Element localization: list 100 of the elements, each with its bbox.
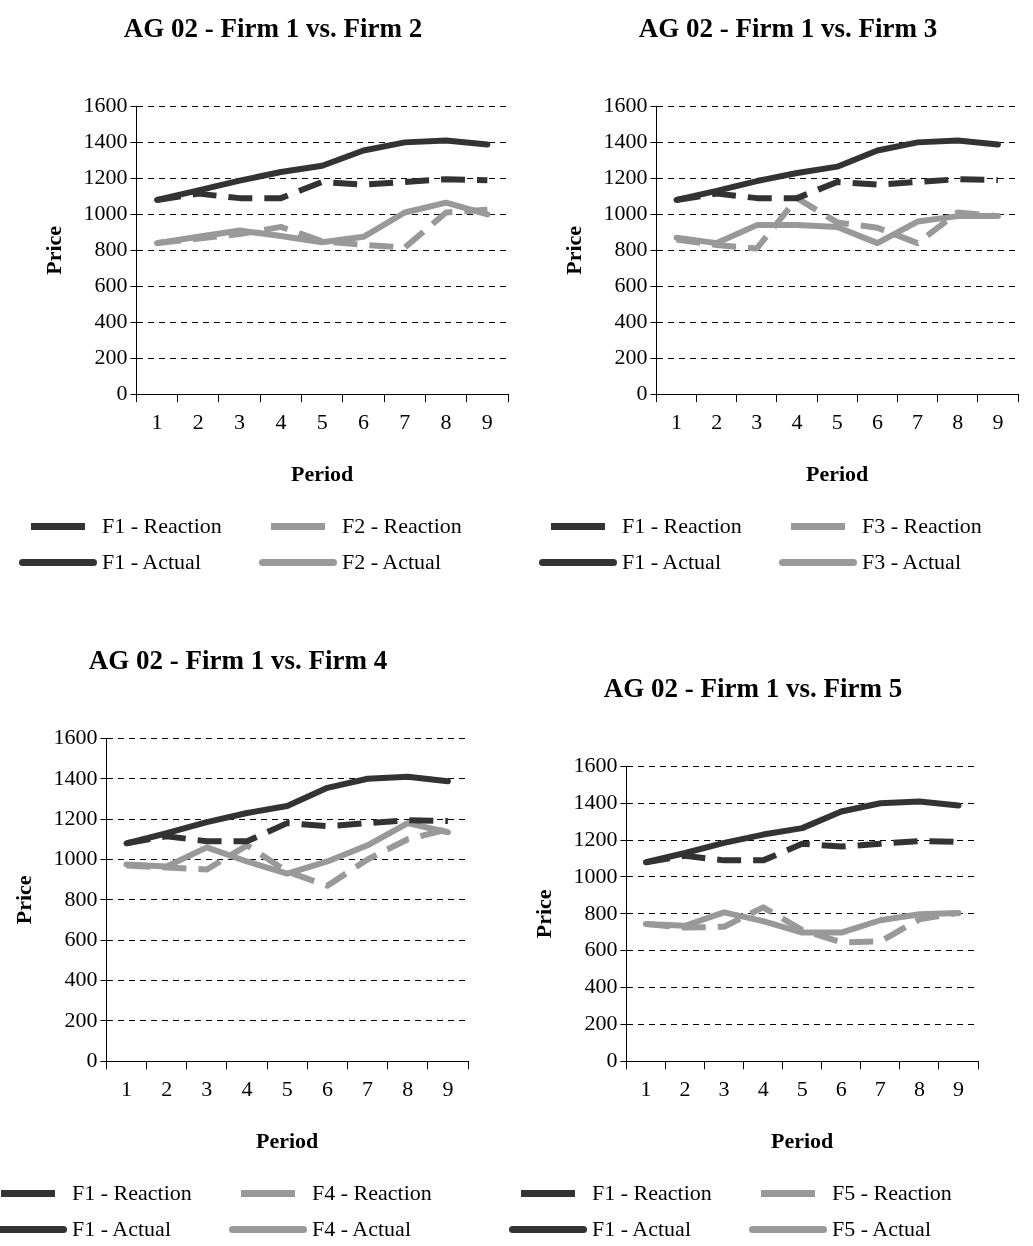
legend-label: F1 - Reaction: [592, 1180, 712, 1206]
chart-title: AG 02 - Firm 1 vs. Firm 5: [603, 673, 903, 704]
legend-label: F1 - Reaction: [102, 513, 222, 539]
y-tick-label: 1000: [603, 200, 648, 226]
legend-label: F3 - Reaction: [862, 513, 982, 539]
x-tick-label: 1: [670, 409, 682, 435]
y-tick-label: 200: [614, 344, 648, 370]
x-tick-label: 9: [952, 1076, 964, 1102]
y-tick-label: 0: [86, 1046, 98, 1072]
x-tick-label: 4: [241, 1076, 253, 1102]
y-tick-label: 1000: [53, 845, 98, 871]
y-tick-label: 1600: [603, 92, 648, 118]
y-tick-label: 1600: [83, 92, 128, 118]
y-tick-label: 600: [584, 936, 618, 962]
y-tick-label: 400: [94, 308, 128, 334]
chart-title: AG 02 - Firm 1 vs. Firm 3: [638, 13, 938, 44]
legend-label: F2 - Actual: [342, 549, 441, 575]
x-tick-label: 2: [711, 409, 723, 435]
y-tick-label: 1600: [53, 724, 98, 750]
y-tick-label: 400: [584, 973, 618, 999]
x-tick-label: 4: [791, 409, 803, 435]
y-tick-label: 1200: [53, 804, 98, 830]
y-tick-label: 1200: [83, 164, 128, 190]
legend-label: F4 - Actual: [312, 1216, 411, 1242]
y-tick-label: 0: [606, 1046, 618, 1072]
y-tick-label: 1000: [573, 862, 618, 888]
x-tick-label: 6: [835, 1076, 847, 1102]
x-tick-label: 1: [640, 1076, 652, 1102]
x-tick-label: 2: [192, 409, 204, 435]
y-tick-label: 1200: [603, 164, 648, 190]
legend-label: F1 - Actual: [72, 1216, 171, 1242]
x-axis-title: Period: [256, 1128, 319, 1154]
y-tick-label: 200: [584, 1010, 618, 1036]
y-tick-label: 0: [636, 379, 648, 405]
x-axis-title: Period: [806, 461, 869, 487]
x-tick-label: 2: [161, 1076, 173, 1102]
y-tick-label: 600: [94, 272, 128, 298]
x-axis-title: Period: [291, 461, 354, 487]
x-tick-label: 3: [751, 409, 763, 435]
y-tick-label: 800: [584, 899, 618, 925]
y-tick-label: 1400: [573, 789, 618, 815]
x-tick-label: 4: [275, 409, 287, 435]
legend-label: F5 - Reaction: [832, 1180, 952, 1206]
x-tick-label: 3: [201, 1076, 213, 1102]
x-tick-label: 5: [831, 409, 843, 435]
x-tick-label: 3: [234, 409, 246, 435]
y-tick-label: 200: [64, 1006, 98, 1032]
x-tick-label: 8: [952, 409, 964, 435]
x-tick-label: 7: [912, 409, 924, 435]
x-tick-label: 8: [440, 409, 452, 435]
x-tick-label: 5: [281, 1076, 293, 1102]
y-axis-title: Price: [10, 875, 36, 925]
y-tick-label: 1600: [573, 752, 618, 778]
y-axis-title: Price: [40, 225, 66, 275]
y-axis-title: Price: [530, 889, 556, 939]
x-tick-label: 5: [796, 1076, 808, 1102]
y-tick-label: 800: [94, 236, 128, 262]
legend-label: F3 - Actual: [862, 549, 961, 575]
y-tick-label: 600: [64, 925, 98, 951]
x-tick-label: 7: [362, 1076, 374, 1102]
x-tick-label: 4: [757, 1076, 769, 1102]
x-tick-label: 7: [874, 1076, 886, 1102]
chart-title: AG 02 - Firm 1 vs. Firm 2: [123, 13, 423, 44]
x-tick-label: 1: [120, 1076, 132, 1102]
x-tick-label: 5: [316, 409, 328, 435]
legend-label: F4 - Reaction: [312, 1180, 432, 1206]
legend-label: F1 - Reaction: [72, 1180, 192, 1206]
y-tick-label: 1400: [83, 128, 128, 154]
x-tick-label: 7: [399, 409, 411, 435]
x-tick-label: 8: [913, 1076, 925, 1102]
x-tick-label: 3: [718, 1076, 730, 1102]
y-tick-label: 400: [64, 966, 98, 992]
legend-label: F1 - Actual: [592, 1216, 691, 1242]
x-tick-label: 6: [357, 409, 369, 435]
legend-label: F1 - Actual: [622, 549, 721, 575]
chart-title: AG 02 - Firm 1 vs. Firm 4: [88, 645, 388, 676]
y-tick-label: 800: [64, 885, 98, 911]
legend-label: F2 - Reaction: [342, 513, 462, 539]
x-axis-title: Period: [771, 1128, 834, 1154]
y-axis-title: Price: [560, 225, 586, 275]
y-tick-label: 1400: [603, 128, 648, 154]
x-tick-label: 6: [871, 409, 883, 435]
x-tick-label: 9: [442, 1076, 454, 1102]
legend-label: F5 - Actual: [832, 1216, 931, 1242]
x-tick-label: 1: [151, 409, 163, 435]
x-tick-label: 9: [481, 409, 493, 435]
y-tick-label: 600: [614, 272, 648, 298]
y-tick-label: 1200: [573, 825, 618, 851]
y-tick-label: 200: [94, 344, 128, 370]
x-tick-label: 8: [402, 1076, 414, 1102]
y-tick-label: 1000: [83, 200, 128, 226]
x-tick-label: 9: [992, 409, 1004, 435]
x-tick-label: 2: [679, 1076, 691, 1102]
legend-label: F1 - Actual: [102, 549, 201, 575]
legend-label: F1 - Reaction: [622, 513, 742, 539]
y-tick-label: 0: [116, 379, 128, 405]
x-tick-label: 6: [321, 1076, 333, 1102]
y-tick-label: 800: [614, 236, 648, 262]
y-tick-label: 1400: [53, 764, 98, 790]
y-tick-label: 400: [614, 308, 648, 334]
